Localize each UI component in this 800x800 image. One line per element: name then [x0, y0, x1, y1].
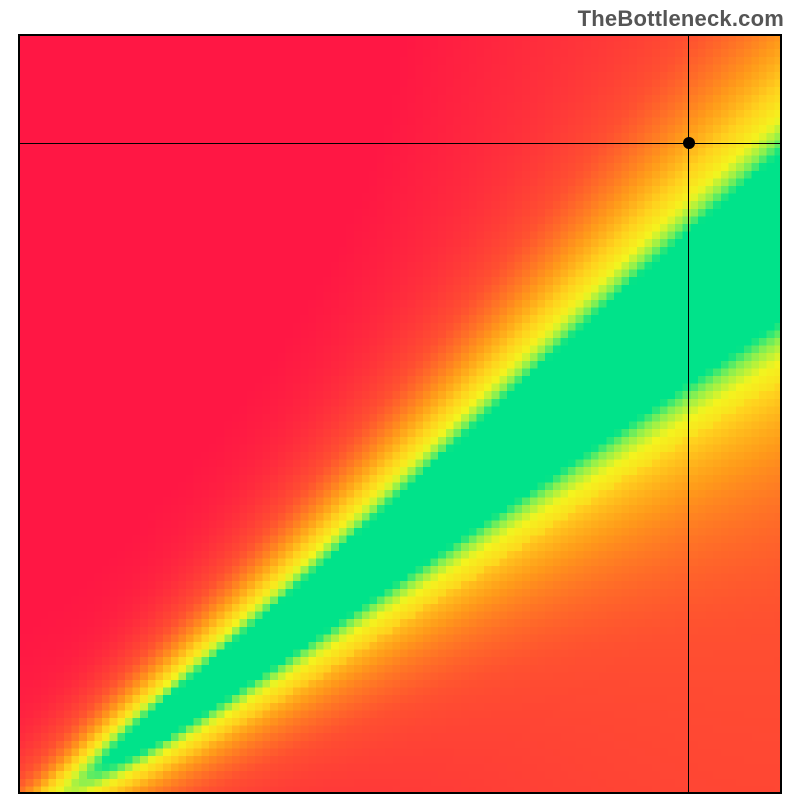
heatmap-inner: [18, 34, 782, 794]
watermark-text: TheBottleneck.com: [578, 6, 784, 32]
heatmap-plot: [18, 34, 782, 794]
crosshair-horizontal: [18, 143, 782, 144]
heatmap-canvas: [18, 34, 782, 794]
chart-container: TheBottleneck.com: [0, 0, 800, 800]
crosshair-marker: [683, 137, 695, 149]
